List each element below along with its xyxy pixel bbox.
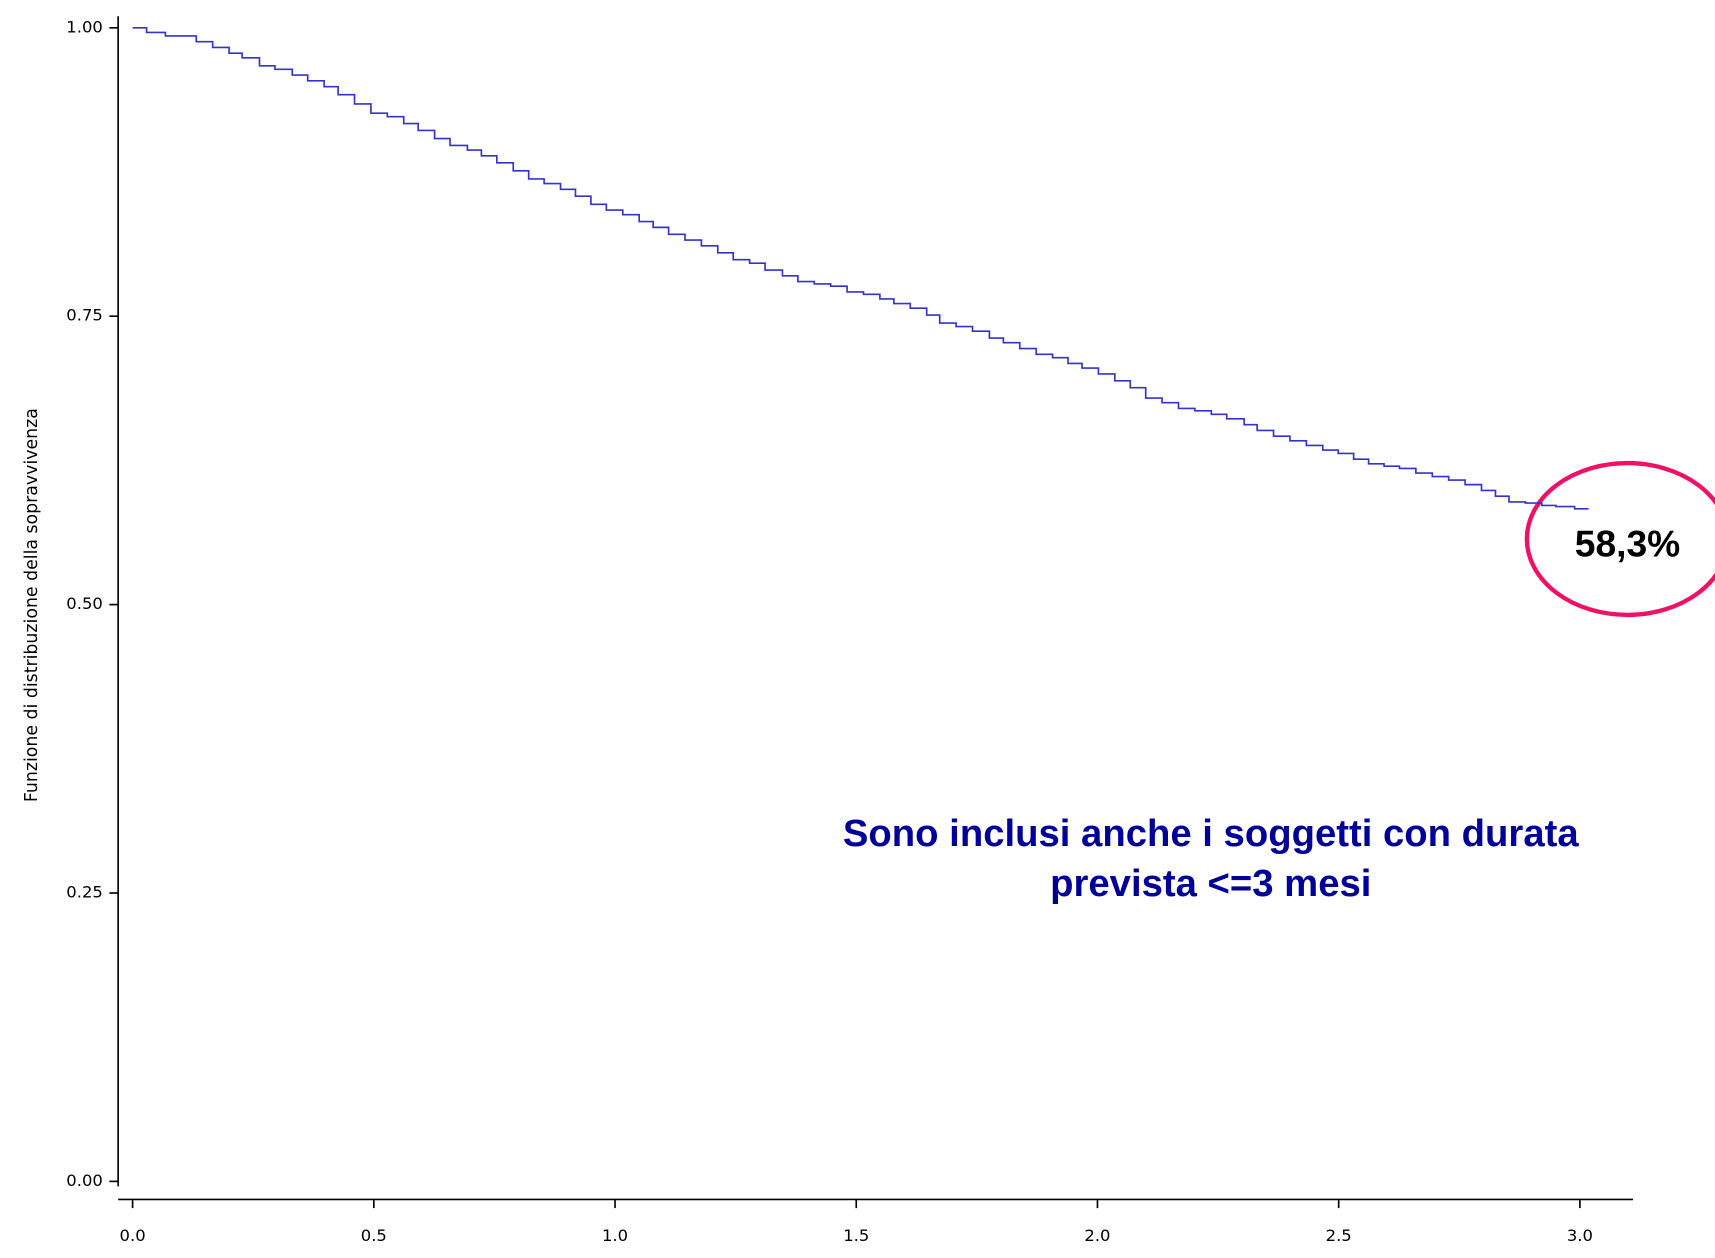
note-line: Sono inclusi anche i soggetti con durata <box>843 813 1580 855</box>
end-value-annotation: 58,3% <box>1575 522 1680 564</box>
x-tick-label: 2.0 <box>1084 1226 1110 1245</box>
y-tick-label: 0.00 <box>66 1171 103 1190</box>
y-tick-label: 0.25 <box>66 883 103 902</box>
survival-curve <box>132 26 1589 510</box>
y-axis-label: Funzione di distribuzione della sopravvi… <box>22 408 42 802</box>
x-tick-label: 3.0 <box>1567 1226 1593 1245</box>
highlight-circle <box>1524 460 1715 618</box>
y-tick-label: 0.50 <box>66 594 103 613</box>
x-tick-label: 1.5 <box>843 1226 869 1245</box>
x-tick-label: 0.5 <box>361 1226 387 1245</box>
y-tick-label: 1.00 <box>66 17 103 36</box>
x-tick-label: 0.0 <box>120 1226 146 1245</box>
x-tick-label: 2.5 <box>1326 1226 1352 1245</box>
x-tick-label: 1.0 <box>602 1226 628 1245</box>
y-tick-label: 0.75 <box>66 306 103 325</box>
note-line: prevista <=3 mesi <box>1050 863 1371 905</box>
